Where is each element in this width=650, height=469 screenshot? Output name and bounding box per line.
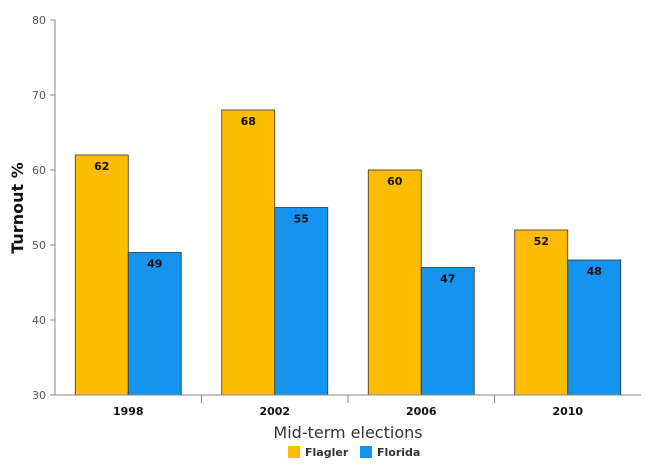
data-label: 47 — [440, 273, 455, 286]
bar-flagler-2010 — [514, 229, 569, 396]
bar-florida-1998 — [127, 252, 182, 396]
data-label: 55 — [294, 213, 309, 226]
bar-florida-2006 — [420, 267, 475, 396]
legend-label-flagler: Flagler — [305, 446, 349, 459]
y-tick-label: 50 — [32, 239, 46, 252]
data-label: 68 — [241, 115, 256, 128]
bars-layer: 62 49 68 55 60 47 52 48 — [74, 109, 622, 396]
data-label: 48 — [587, 265, 602, 278]
y-tick-label: 80 — [32, 14, 46, 27]
x-tick-label: 2006 — [406, 405, 437, 418]
y-tick-label: 30 — [32, 389, 46, 402]
legend: Flagler Florida — [288, 446, 420, 459]
bar-florida-2010 — [567, 259, 622, 396]
y-tick-label: 60 — [32, 164, 46, 177]
y-axis-title: Turnout % — [8, 162, 27, 253]
x-tick-label: 2002 — [259, 405, 290, 418]
data-label: 49 — [147, 258, 162, 271]
bar-flagler-1998 — [74, 154, 129, 396]
legend-label-florida: Florida — [377, 446, 420, 459]
bar-florida-2002 — [274, 207, 329, 396]
x-axis-title: Mid-term elections — [273, 423, 422, 442]
data-label: 62 — [94, 160, 109, 173]
axes-layer: 30 40 50 60 70 80 1998 2002 2006 2010 — [32, 14, 641, 418]
bar-flagler-2006 — [367, 169, 422, 396]
x-tick-label: 1998 — [113, 405, 144, 418]
legend-swatch-flagler — [288, 446, 300, 458]
data-label: 52 — [534, 235, 549, 248]
data-label: 60 — [387, 175, 403, 188]
bar-flagler-2002 — [221, 109, 276, 396]
y-tick-label: 70 — [32, 89, 46, 102]
x-tick-label: 2010 — [552, 405, 583, 418]
y-tick-label: 40 — [32, 314, 46, 327]
legend-swatch-florida — [360, 446, 372, 458]
